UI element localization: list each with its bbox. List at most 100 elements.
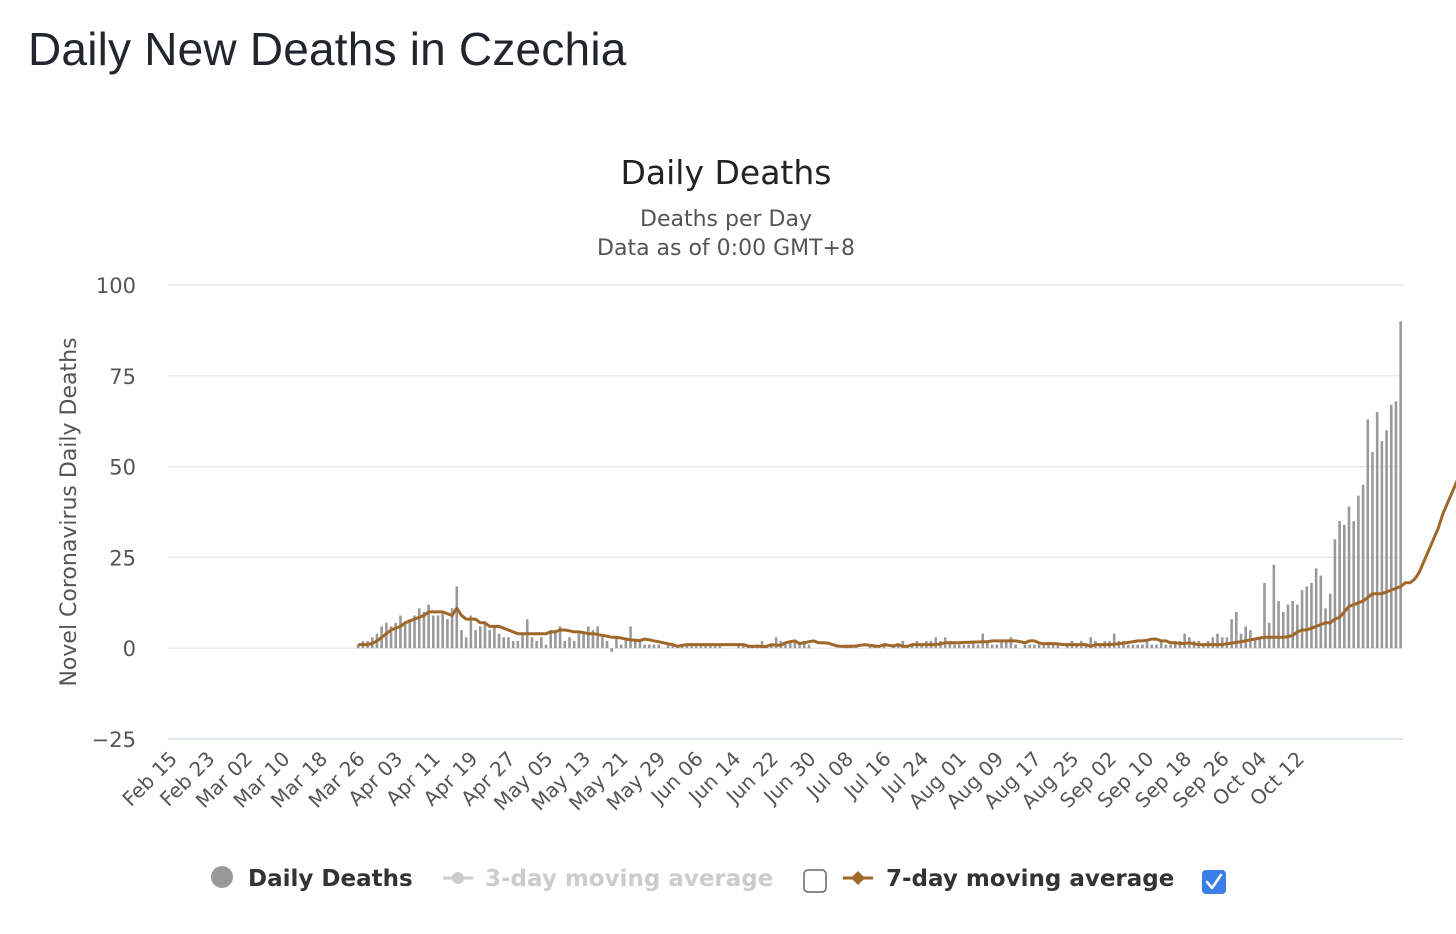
bar [1263,582,1266,649]
bar [990,644,994,649]
chart-title: Daily Deaths [621,153,832,192]
bar [493,626,496,649]
bar [455,586,459,649]
bar [986,640,989,649]
bar [690,644,693,649]
bar [399,615,402,649]
checkbox-7-day-average-box [1202,870,1226,894]
bar [544,644,548,649]
bar [666,644,670,649]
bar [760,640,764,649]
line-diamond-icon-marker [851,871,865,885]
bar [948,640,952,649]
bar [1155,644,1158,649]
bar [629,626,632,649]
bar [586,626,590,649]
bar [464,637,468,649]
chart-subtitle-line-1: Deaths per Day [640,207,812,232]
bar [1272,564,1276,649]
bar [1159,640,1163,649]
bar [694,644,698,649]
bar [910,644,914,649]
bar [901,640,905,649]
bar [704,644,707,649]
bar [1389,404,1393,649]
bar [488,630,491,649]
bar [610,648,614,652]
bar [920,644,923,649]
bar [356,644,360,649]
bar [709,644,712,649]
bar [563,640,567,649]
bar [1399,321,1402,649]
checkbox-3-day-average[interactable] [803,869,827,893]
bar [962,644,966,649]
bar [737,644,740,649]
bar [1319,575,1323,649]
bar [591,630,595,649]
bar [1089,637,1093,649]
chart-subtitle-line-2: Data as of 0:00 GMT+8 [597,236,855,261]
bar [1361,484,1365,649]
bar [403,622,407,649]
legend-item-3-day-average[interactable]: 3-day moving average [443,866,773,892]
bar [469,615,473,649]
bar [1173,640,1177,649]
bar [718,644,722,649]
bar [1004,640,1008,649]
legend-item-7-day-average[interactable]: 7-day moving average [843,866,1174,892]
bar [1244,626,1247,649]
bar [657,644,661,649]
bar [619,644,623,649]
bar [1028,644,1031,649]
bar [521,633,524,649]
y-tick-label: 100 [96,274,136,298]
checkmark-icon [1205,873,1223,890]
bar [1277,600,1280,649]
bar [1267,622,1271,649]
bar [1150,644,1154,649]
bar [1141,644,1144,649]
bar [483,622,487,649]
bar [540,637,543,649]
bar [1380,441,1384,649]
bar [1300,590,1304,649]
bar [427,604,430,649]
bar [389,626,393,649]
bar [1258,637,1262,649]
bar [558,626,562,649]
legend-item-daily-deaths[interactable]: Daily Deaths [211,866,413,892]
bar [502,637,506,649]
bar [413,615,416,649]
bar [807,644,811,649]
bar [648,644,651,649]
bar [1000,640,1003,649]
bar [1375,412,1379,649]
bar [770,644,773,649]
bar [1033,644,1036,649]
bar [1056,644,1060,649]
bar [995,644,999,649]
checkbox-7-day-average[interactable] [1202,870,1226,894]
legend-label-7-day-average: 7-day moving average [886,866,1174,892]
bar [1042,644,1046,649]
bar [549,630,553,649]
y-axis-title: Novel Coronavirus Daily Deaths [57,337,82,686]
bar [1286,604,1290,649]
bar [1352,521,1355,649]
bar [788,640,792,649]
bar [798,644,801,649]
bar [1145,640,1149,649]
bar [422,611,426,649]
bar [1394,401,1398,649]
bar [474,630,477,649]
bar [1385,430,1388,649]
bar [1333,539,1337,649]
bar [582,633,585,649]
bar [1047,644,1050,649]
bar [1281,611,1285,649]
bar [497,633,501,649]
bar [793,640,797,649]
